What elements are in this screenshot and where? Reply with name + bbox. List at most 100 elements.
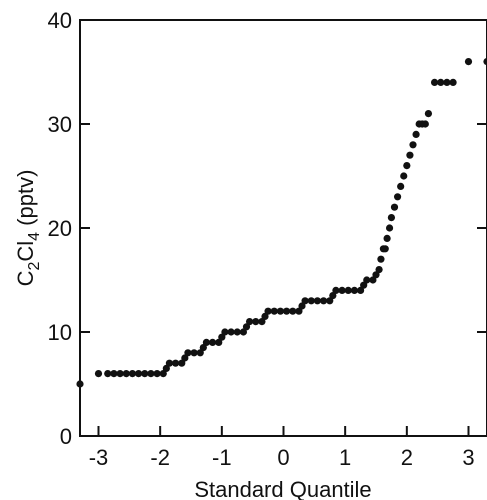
y-axis-ticks: 0 10 20 30 40 xyxy=(48,8,487,449)
data-point xyxy=(270,307,278,315)
data-point xyxy=(261,312,269,320)
data-point xyxy=(218,333,226,341)
data-point xyxy=(276,307,285,315)
x-tick-label: 1 xyxy=(339,445,351,470)
data-point xyxy=(208,338,217,346)
x-tick-label: 0 xyxy=(277,445,289,470)
data-point xyxy=(295,307,303,315)
data-point xyxy=(360,281,368,289)
data-point xyxy=(390,203,399,211)
data-point xyxy=(233,328,241,336)
data-point xyxy=(350,286,359,294)
data-point xyxy=(375,266,383,274)
data-point xyxy=(483,58,487,66)
data-point xyxy=(258,318,266,326)
x-tick-label: -3 xyxy=(89,445,109,470)
x-axis-title: Standard Quantile xyxy=(194,477,371,500)
data-point xyxy=(356,286,365,294)
data-point xyxy=(128,370,137,378)
data-point xyxy=(313,297,322,305)
data-point xyxy=(443,78,451,86)
data-point xyxy=(215,338,223,346)
data-point xyxy=(159,370,167,378)
data-point xyxy=(319,297,328,305)
x-tick-label: 3 xyxy=(462,445,474,470)
data-point xyxy=(141,370,149,378)
data-point xyxy=(403,162,411,170)
data-point xyxy=(406,151,414,159)
data-point xyxy=(363,276,371,284)
data-point xyxy=(412,130,420,138)
data-point xyxy=(393,193,402,201)
data-point xyxy=(165,359,174,367)
data-point xyxy=(171,359,180,367)
x-tick-label: 2 xyxy=(401,445,413,470)
data-point xyxy=(116,370,124,378)
data-point xyxy=(110,370,118,378)
data-point xyxy=(344,286,352,294)
y-axis-title: C2Cl4 (pptv) xyxy=(13,170,43,287)
data-point xyxy=(252,318,260,326)
data-point xyxy=(409,141,417,149)
data-point xyxy=(122,370,130,378)
data-point xyxy=(437,78,445,86)
data-point xyxy=(372,271,380,279)
data-point xyxy=(332,286,340,294)
data-point xyxy=(424,110,433,118)
y-tick-label: 0 xyxy=(60,424,72,449)
data-point xyxy=(227,328,235,336)
data-point xyxy=(199,344,207,352)
data-point xyxy=(153,370,161,378)
data-point xyxy=(242,323,251,331)
data-point xyxy=(449,78,457,86)
x-tick-label: -2 xyxy=(150,445,170,470)
data-point xyxy=(383,234,391,242)
data-point xyxy=(190,349,198,357)
y-axis-title-sub-2: 4 xyxy=(26,232,43,241)
data-point xyxy=(397,182,405,190)
data-point xyxy=(338,286,346,294)
data-point xyxy=(464,58,473,66)
y-tick-label: 40 xyxy=(48,8,72,33)
y-tick-label: 30 xyxy=(48,112,72,137)
y-axis-title-part-1: C xyxy=(13,270,38,286)
data-point xyxy=(421,120,429,128)
y-axis-title-part-3: (pptv) xyxy=(13,170,38,232)
data-point xyxy=(162,364,170,372)
data-point xyxy=(239,328,248,336)
data-point xyxy=(385,224,394,232)
data-point xyxy=(196,349,204,357)
data-point xyxy=(134,370,143,378)
data-point xyxy=(289,307,297,315)
data-point xyxy=(178,359,186,367)
data-point xyxy=(264,307,272,315)
data-point xyxy=(381,245,389,253)
data-point xyxy=(377,255,385,263)
data-point xyxy=(430,78,439,86)
data-point xyxy=(184,349,192,357)
data-point xyxy=(202,338,211,346)
y-axis-title-sub-1: 2 xyxy=(26,262,43,271)
data-point xyxy=(387,214,396,222)
x-tick-label: -1 xyxy=(212,445,232,470)
data-point xyxy=(329,292,337,300)
data-point xyxy=(94,370,103,378)
data-point xyxy=(307,297,315,305)
x-axis-ticks: -3 -2 -1 0 1 2 3 xyxy=(89,426,475,470)
y-tick-label: 10 xyxy=(48,320,72,345)
data-point xyxy=(76,380,84,388)
data-point xyxy=(181,354,189,362)
data-point xyxy=(245,318,254,326)
data-point xyxy=(104,370,112,378)
data-point xyxy=(326,297,334,305)
y-tick-label: 20 xyxy=(48,216,72,241)
data-point xyxy=(400,172,408,180)
data-point xyxy=(369,276,377,284)
data-points xyxy=(76,58,487,388)
data-point xyxy=(301,297,309,305)
data-point xyxy=(282,307,291,315)
data-point xyxy=(221,328,229,336)
data-point xyxy=(147,370,155,378)
data-point xyxy=(298,302,306,310)
